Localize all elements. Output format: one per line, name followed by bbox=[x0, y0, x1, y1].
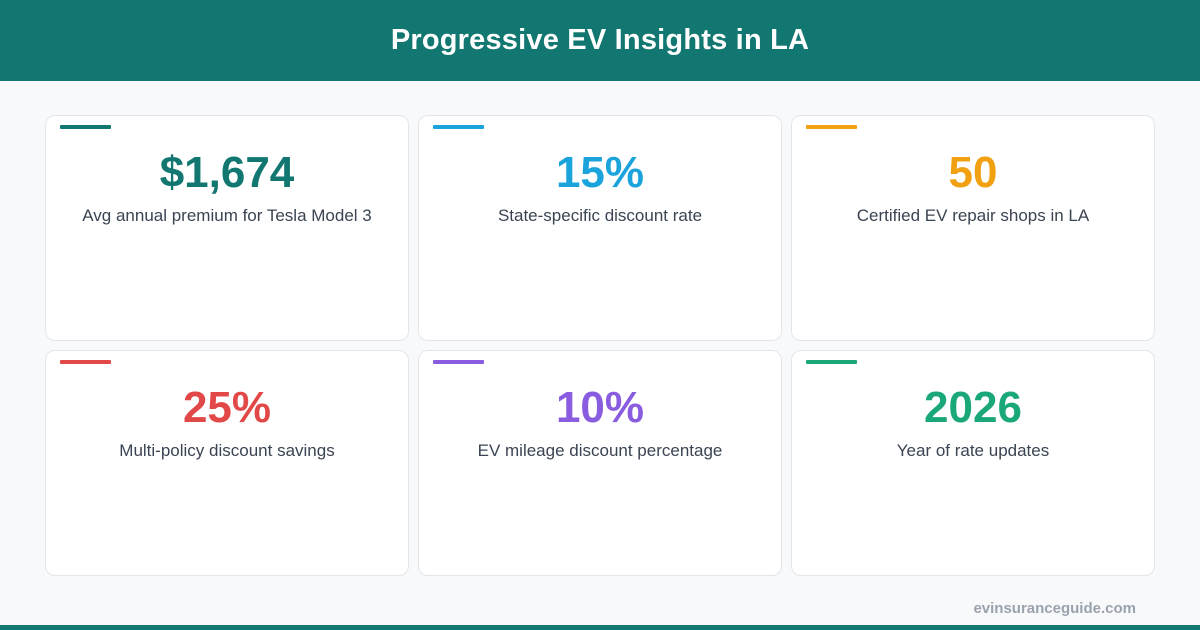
stat-value: $1,674 bbox=[159, 148, 295, 197]
accent-bar bbox=[806, 125, 857, 129]
accent-bar bbox=[60, 125, 111, 129]
stat-value: 25% bbox=[182, 383, 272, 432]
stat-label: Year of rate updates bbox=[896, 441, 1050, 460]
stat-card-rate-year: 2026 Year of rate updates bbox=[791, 350, 1155, 576]
stat-card-premium: $1,674 Avg annual premium for Tesla Mode… bbox=[45, 115, 409, 341]
stat-card-repair-shops: 50 Certified EV repair shops in LA bbox=[791, 115, 1155, 341]
accent-bar bbox=[433, 360, 484, 364]
stat-label: Multi-policy discount savings bbox=[119, 441, 335, 460]
accent-bar bbox=[806, 360, 857, 364]
stat-value: 50 bbox=[948, 148, 998, 197]
stat-label: EV mileage discount percentage bbox=[477, 441, 723, 460]
accent-bar bbox=[433, 125, 484, 129]
footer-bar bbox=[0, 625, 1200, 630]
header-banner: Progressive EV Insights in LA bbox=[0, 0, 1200, 81]
stat-label: State-specific discount rate bbox=[497, 206, 703, 225]
stat-card-discount-rate: 15% State-specific discount rate bbox=[418, 115, 782, 341]
stat-value: 10% bbox=[555, 383, 645, 432]
stats-grid: $1,674 Avg annual premium for Tesla Mode… bbox=[45, 115, 1155, 576]
stat-card-multi-policy: 25% Multi-policy discount savings bbox=[45, 350, 409, 576]
stat-label: Avg annual premium for Tesla Model 3 bbox=[82, 206, 372, 225]
page-title: Progressive EV Insights in LA bbox=[390, 24, 810, 56]
stat-value: 15% bbox=[555, 148, 645, 197]
accent-bar bbox=[60, 360, 111, 364]
stat-label: Certified EV repair shops in LA bbox=[856, 206, 1090, 225]
stat-card-mileage: 10% EV mileage discount percentage bbox=[418, 350, 782, 576]
site-credit: evinsuranceguide.com bbox=[973, 600, 1136, 617]
stat-value: 2026 bbox=[924, 383, 1022, 432]
